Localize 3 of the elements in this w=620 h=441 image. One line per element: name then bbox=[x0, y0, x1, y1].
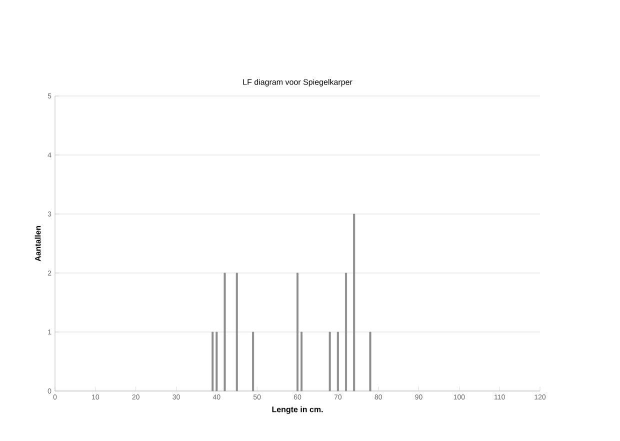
y-axis-title: Aantallen bbox=[34, 226, 41, 262]
chart-title: LF diagram voor Spiegelkarper bbox=[243, 79, 352, 86]
x-axis-title: Lengte in cm. bbox=[272, 406, 323, 414]
